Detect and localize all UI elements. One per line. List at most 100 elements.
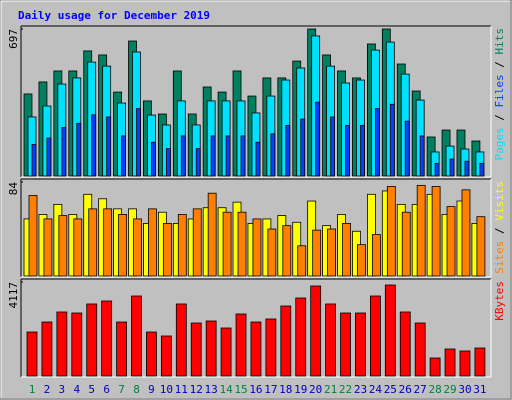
bar [340, 312, 351, 377]
bar [401, 211, 411, 277]
bar [250, 321, 262, 377]
bar [41, 321, 53, 377]
x-tick-label: 11 [175, 383, 188, 396]
bar [476, 216, 486, 277]
bar [414, 322, 426, 377]
bar [73, 218, 83, 277]
bar [282, 225, 292, 277]
bar [327, 228, 337, 277]
bar [220, 327, 232, 377]
bar [103, 208, 113, 277]
bar [180, 135, 186, 177]
x-tick-label: 21 [324, 383, 337, 396]
bar [371, 234, 381, 277]
bar [280, 305, 292, 377]
x-tick-label: 13 [205, 383, 218, 396]
bar [431, 186, 441, 277]
x-tick-label: 25 [384, 383, 397, 396]
bar [58, 215, 68, 277]
x-tick-label: 31 [473, 383, 486, 396]
bar [192, 208, 202, 277]
bar [389, 103, 395, 177]
bar [61, 127, 67, 177]
y-tick-label: 4117 [7, 282, 20, 309]
bar [43, 218, 53, 277]
bar [342, 223, 351, 277]
bar [464, 160, 470, 177]
bar [136, 108, 141, 177]
bar [360, 124, 365, 177]
x-tick-label: 27 [414, 383, 427, 396]
x-tick-label: 6 [103, 383, 110, 396]
x-tick-label: 1 [29, 383, 36, 396]
bar [255, 141, 261, 177]
bar [265, 318, 277, 377]
bar [146, 331, 157, 377]
bar [175, 303, 187, 377]
bar [151, 141, 156, 177]
x-tick-label: 7 [118, 383, 125, 396]
bar [162, 223, 172, 277]
x-tick-label: 26 [399, 383, 412, 396]
bar [210, 135, 216, 177]
bar [195, 148, 201, 177]
x-tick-label: 17 [264, 383, 277, 396]
y-tick-label: 697 [7, 29, 20, 49]
bar [46, 137, 52, 177]
bar [386, 186, 396, 277]
bar [444, 348, 456, 377]
bar [474, 347, 486, 377]
x-tick-label: 24 [369, 383, 383, 396]
bar [235, 313, 247, 377]
bar [121, 135, 126, 177]
legend-entry: Pages [493, 127, 506, 160]
bar [237, 211, 247, 277]
bar [190, 322, 202, 377]
legend: Sites / Visits [493, 181, 506, 274]
bar [76, 122, 82, 177]
bar [26, 331, 38, 377]
x-tick-label: 19 [294, 383, 307, 396]
bar [416, 184, 426, 277]
x-tick-label: 22 [339, 383, 352, 396]
bar [205, 320, 217, 377]
x-tick-label: 15 [234, 383, 247, 396]
legend-entry: KBytes [493, 281, 506, 321]
x-tick-label: 2 [44, 383, 51, 396]
bar [71, 312, 83, 377]
bar [461, 189, 471, 277]
x-tick-label: 23 [354, 383, 367, 396]
bar [106, 116, 112, 177]
bar [449, 158, 455, 177]
chart-title: Daily usage for December 2019 [18, 9, 210, 22]
bar [31, 143, 37, 177]
bar [133, 218, 142, 277]
bar [419, 135, 425, 177]
bar [479, 162, 485, 177]
legend-entry: Files [493, 74, 506, 107]
bar [404, 120, 410, 177]
bar [300, 118, 306, 177]
bar [357, 244, 366, 277]
legend-separator: / [493, 55, 506, 75]
legend-entry: Hits [493, 28, 506, 55]
x-tick-label: 3 [59, 383, 66, 396]
bar [177, 214, 187, 277]
x-tick-label: 5 [88, 383, 95, 396]
bar [86, 303, 98, 377]
bar [369, 295, 381, 377]
y-tick-label: 84 [7, 182, 20, 196]
bar [325, 303, 337, 377]
legend-separator: / [493, 221, 506, 241]
x-tick-label: 29 [443, 383, 456, 396]
bar [285, 124, 291, 177]
x-tick-label: 28 [428, 383, 441, 396]
bar [165, 148, 171, 177]
bar [459, 350, 471, 377]
bar [148, 208, 157, 277]
bar [429, 357, 441, 377]
x-tick-label: 4 [73, 383, 80, 396]
bar [240, 135, 246, 177]
bar [434, 162, 440, 177]
